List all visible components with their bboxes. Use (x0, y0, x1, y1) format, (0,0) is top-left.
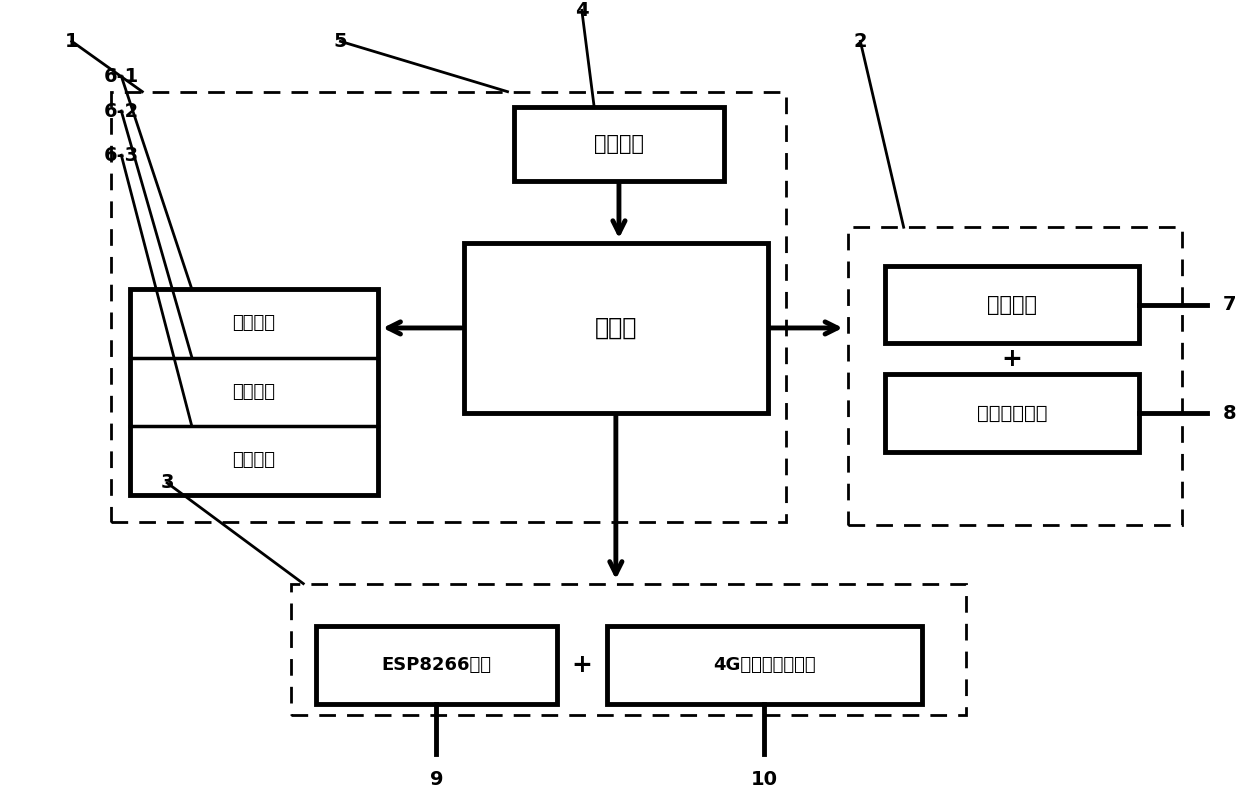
Text: 6-1: 6-1 (104, 66, 139, 85)
Text: +: + (572, 653, 593, 677)
Text: 6-3: 6-3 (104, 146, 139, 165)
Bar (291, 584, 966, 715)
Bar (885, 374, 1138, 452)
Bar (513, 107, 724, 181)
Text: 电池模块: 电池模块 (594, 134, 644, 154)
Bar (848, 227, 1182, 525)
Text: 1: 1 (64, 32, 78, 51)
Text: 处理器: 处理器 (595, 316, 637, 340)
Text: 时锤电路: 时锤电路 (232, 452, 275, 469)
Text: 4G工业无线路由器: 4G工业无线路由器 (713, 656, 816, 674)
Text: 复位电路: 复位电路 (232, 383, 275, 401)
Text: 3: 3 (160, 473, 174, 492)
Text: 温度变送电路: 温度变送电路 (977, 403, 1048, 422)
Text: 8: 8 (1223, 403, 1236, 422)
Bar (316, 626, 557, 704)
Text: 6-2: 6-2 (104, 101, 139, 120)
Text: 温感元件: 温感元件 (987, 295, 1037, 315)
Text: ESP8266模块: ESP8266模块 (382, 656, 491, 674)
Text: 9: 9 (429, 770, 443, 789)
Text: 存储电路: 存储电路 (232, 315, 275, 332)
Text: 2: 2 (853, 32, 867, 51)
Text: 5: 5 (334, 32, 347, 51)
Bar (885, 266, 1138, 343)
Text: 4: 4 (575, 1, 589, 20)
Text: 10: 10 (751, 770, 777, 789)
Text: +: + (1002, 347, 1023, 371)
Bar (112, 92, 786, 521)
Bar (464, 243, 768, 413)
Bar (606, 626, 923, 704)
Text: 7: 7 (1223, 295, 1236, 314)
Bar (130, 290, 377, 494)
